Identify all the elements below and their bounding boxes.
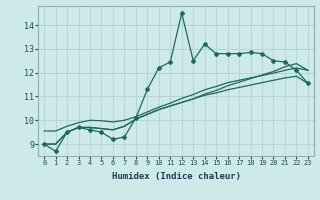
X-axis label: Humidex (Indice chaleur): Humidex (Indice chaleur) xyxy=(111,172,241,181)
